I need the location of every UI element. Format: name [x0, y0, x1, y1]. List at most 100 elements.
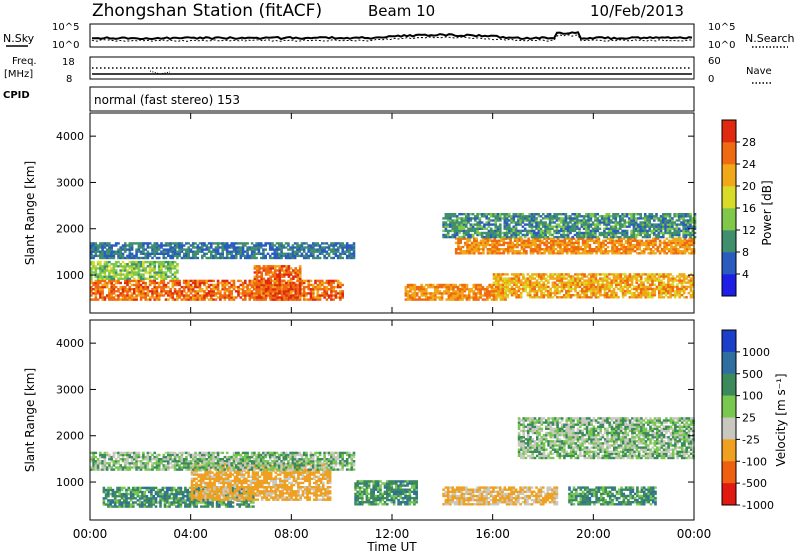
power-cell — [576, 235, 579, 239]
power-cell — [505, 227, 509, 230]
power-cell — [595, 250, 598, 253]
power-cell — [632, 223, 636, 226]
power-cell — [648, 217, 651, 220]
power-cell — [139, 244, 143, 247]
power-cell — [269, 275, 272, 278]
power-cell — [514, 215, 518, 218]
power-cell — [633, 296, 636, 299]
power-cell — [465, 296, 469, 299]
power-cell — [546, 231, 550, 235]
power-cell — [668, 223, 672, 226]
power-cell — [264, 279, 268, 283]
power-cell — [567, 296, 570, 299]
power-cell — [139, 292, 143, 295]
power-cell — [621, 279, 625, 282]
power-cell — [336, 248, 340, 251]
power-cell — [332, 256, 335, 260]
power-cell — [203, 294, 206, 297]
power-cell — [280, 290, 284, 293]
power-cell — [210, 283, 213, 287]
power-cell — [117, 279, 120, 283]
power-cell — [559, 241, 562, 245]
power-cell — [169, 250, 172, 253]
power-cell — [406, 298, 410, 301]
power-cell — [633, 275, 636, 278]
power-cell — [646, 296, 650, 299]
power-cell — [535, 285, 539, 289]
power-cell — [669, 283, 672, 286]
power-cell — [542, 283, 546, 286]
power-cell — [593, 241, 596, 245]
power-cell — [298, 288, 302, 291]
power-cell — [658, 245, 662, 249]
power-cell — [587, 219, 590, 222]
power-cell — [114, 294, 118, 297]
power-cell — [294, 288, 297, 291]
power-cell — [585, 225, 588, 228]
power-cell — [255, 246, 258, 249]
power-cell — [431, 298, 435, 301]
power-cell — [530, 217, 534, 220]
power-cell — [124, 290, 127, 293]
power-cell — [92, 281, 95, 285]
power-cell — [485, 233, 488, 237]
power-cell — [144, 288, 147, 291]
power-cell — [673, 285, 677, 289]
power-cell — [153, 265, 156, 268]
power-cell — [628, 219, 631, 222]
power-cell — [135, 288, 138, 291]
power-cell — [659, 225, 663, 228]
power-cell — [653, 215, 656, 218]
power-cell — [662, 235, 665, 239]
power-cell — [651, 291, 654, 295]
power-cell — [637, 296, 641, 299]
power-cell — [592, 287, 595, 291]
power-cell — [465, 288, 469, 291]
power-cell — [571, 277, 575, 280]
power-cell — [493, 241, 496, 245]
power-cell — [691, 221, 695, 224]
power-cell — [264, 298, 267, 301]
power-cell — [128, 267, 132, 270]
power-cell — [461, 237, 465, 240]
power-cell — [605, 283, 609, 286]
power-cell — [514, 223, 518, 226]
power-cell — [453, 213, 457, 216]
power-cell — [298, 285, 302, 289]
power-cell — [474, 296, 478, 299]
power-cell — [415, 285, 419, 289]
power-cell — [535, 289, 539, 293]
power-cell — [198, 290, 202, 293]
power-cell — [482, 252, 485, 255]
power-cell — [160, 246, 163, 249]
power-cell — [471, 227, 475, 230]
power-cell — [466, 239, 469, 242]
power-cell — [253, 298, 256, 301]
power-cell — [619, 215, 622, 218]
power-cell — [610, 281, 613, 284]
power-cell — [671, 277, 675, 280]
power-cell — [583, 289, 586, 293]
power-cell — [601, 277, 604, 280]
power-cell — [562, 225, 565, 228]
power-cell — [196, 256, 200, 260]
power-cell — [198, 298, 202, 301]
power-cell — [108, 298, 111, 301]
power-cell — [477, 298, 480, 301]
power-cell — [121, 294, 125, 297]
power-cell — [282, 296, 286, 299]
power-cell — [493, 252, 496, 255]
power-cell — [151, 256, 154, 260]
power-cell — [336, 254, 340, 258]
power-cell — [658, 279, 661, 282]
power-cell — [223, 244, 227, 247]
power-cell — [280, 283, 283, 287]
power-cell — [465, 217, 468, 220]
power-cell — [146, 242, 150, 245]
power-cell — [453, 221, 457, 224]
power-cell — [105, 260, 109, 264]
power-cell — [230, 290, 233, 293]
power-cell — [455, 233, 459, 237]
power-cell — [671, 231, 674, 235]
